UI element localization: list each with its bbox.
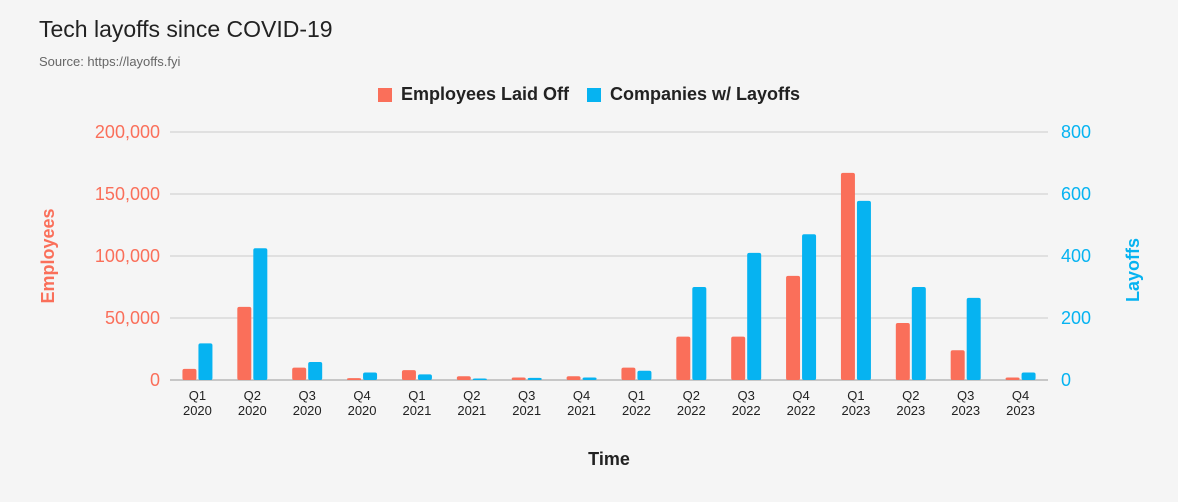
bar-companies [417,374,432,380]
x-tick-label: Q1 [847,388,864,403]
y-tick-label: 50,000 [105,308,160,328]
x-tick-label: 2023 [951,403,980,418]
x-tick-label: 2020 [348,403,377,418]
bar-companies [802,234,817,380]
x-tick-label: 2021 [567,403,596,418]
x-tick-label: Q3 [738,388,755,403]
x-axis-title: Time [588,449,630,469]
bar-employees [401,370,416,380]
legend-swatch-companies [587,87,601,102]
x-tick-label: Q2 [244,388,261,403]
y2-tick-label: 600 [1061,184,1091,204]
x-tick-label: 2022 [622,403,651,418]
bar-companies [472,378,487,380]
bar-employees [621,367,636,380]
x-tick-label: 2022 [732,403,761,418]
bar-companies [527,377,542,380]
chart-title: Tech layoffs since COVID-19 [39,16,333,42]
y2-tick-label: 200 [1061,308,1091,328]
bar-employees [511,377,526,380]
bar-companies [1021,372,1036,380]
y-tick-label: 200,000 [95,122,160,142]
legend-label-employees: Employees Laid Off [400,84,569,104]
bar-employees [182,368,197,380]
legend-swatch-employees [377,87,392,102]
y2-tick-label: 0 [1061,370,1071,390]
x-tick-label: Q4 [1012,388,1029,403]
x-tick-label: Q1 [628,388,645,403]
bar-companies [856,200,871,380]
bar-companies [198,343,213,380]
x-tick-label: 2021 [457,403,486,418]
bar-employees [731,336,746,380]
legend-item-employees[interactable]: Employees Laid Off [377,84,569,105]
x-tick-label: 2022 [787,403,816,418]
bar-employees [786,275,801,380]
y-tick-label: 150,000 [95,184,160,204]
x-tick-label: Q2 [463,388,480,403]
bar-companies [966,297,981,380]
y-axis-title: Employees [38,208,58,303]
legend-item-companies[interactable]: Companies w/ Layoffs [587,84,800,105]
x-tick-label: Q3 [518,388,535,403]
legend: Employees Laid Off Companies w/ Layoffs [0,84,1178,105]
bar-companies [582,377,597,380]
legend-label-companies: Companies w/ Layoffs [610,84,801,104]
x-tick-label: 2023 [1006,403,1035,418]
y-tick-label: 100,000 [95,246,160,266]
x-tick-label: Q2 [902,388,919,403]
y2-tick-label: 800 [1061,122,1091,142]
bar-companies [253,248,268,380]
bar-employees [840,172,855,380]
x-tick-label: 2022 [677,403,706,418]
x-tick-label: Q1 [408,388,425,403]
bar-companies [911,287,926,380]
x-tick-label: Q4 [573,388,590,403]
x-tick-label: 2021 [402,403,431,418]
bar-companies [363,372,378,380]
bar-employees [347,378,362,380]
x-tick-label: 2020 [293,403,322,418]
bar-companies [308,362,323,380]
bar-employees [237,306,252,380]
y-tick-label: 0 [150,370,160,390]
x-tick-label: 2023 [841,403,870,418]
x-tick-label: Q4 [353,388,370,403]
x-tick-label: Q3 [957,388,974,403]
bar-companies [692,287,707,380]
bar-employees [676,336,691,380]
bar-employees [456,376,471,380]
bar-employees [950,350,965,380]
x-tick-label: 2021 [512,403,541,418]
x-tick-label: Q4 [792,388,809,403]
y2-tick-label: 400 [1061,246,1091,266]
bar-employees [895,322,910,380]
x-tick-label: Q1 [189,388,206,403]
bar-companies [637,370,652,380]
bar-companies [747,252,762,380]
bar-employees [1005,377,1020,380]
x-tick-label: Q2 [683,388,700,403]
bar-employees [566,376,581,380]
x-tick-label: 2023 [896,403,925,418]
x-tick-label: Q3 [299,388,316,403]
x-tick-label: 2020 [183,403,212,418]
bar-employees [292,367,307,380]
x-tick-label: 2020 [238,403,267,418]
chart-subtitle: Source: https://layoffs.fyi [39,54,181,69]
y2-axis-title: Layoffs [1123,238,1143,302]
